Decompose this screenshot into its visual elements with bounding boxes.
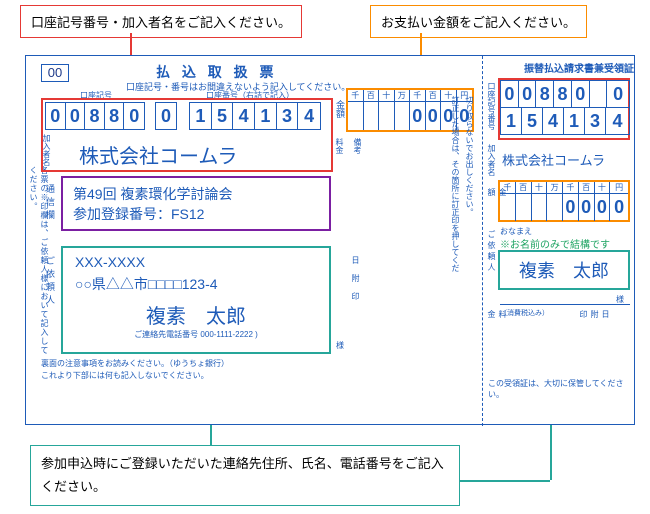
acct-l-0: 0 [46, 103, 66, 129]
r-hifu: 日附印 [578, 310, 611, 324]
tel: 000-1111-2222 [200, 330, 253, 339]
sama-lbl: 様 [336, 340, 344, 351]
rau-3: 万 [547, 182, 563, 193]
rad-4: 0 [563, 194, 579, 221]
r-payee-lbl: 加入者名 [486, 144, 497, 182]
rau-7: 円 [610, 182, 628, 193]
rad-5: 0 [579, 194, 595, 221]
cut-note2: 訂正した場合は、その箇所に訂正印を押してくだ [450, 96, 461, 296]
rad-1 [516, 194, 532, 221]
rad-0 [500, 194, 516, 221]
rt-1: 0 [519, 81, 537, 107]
acct-r-1: 5 [212, 103, 234, 129]
acct-m-0: 0 [156, 103, 176, 129]
fee-lbl: 料金 [334, 138, 345, 154]
rau-2: 十 [532, 182, 548, 193]
rt-3: 8 [554, 81, 572, 107]
form-title: 払 込 取 扱 票 [156, 62, 278, 82]
rad-3 [547, 194, 563, 221]
rau-5: 百 [579, 182, 595, 193]
r-fee-line [500, 304, 630, 305]
r-sender-hl: 複素 太郎 [498, 250, 630, 290]
reg-no: FS12 [171, 206, 204, 222]
rb-2: 4 [543, 108, 564, 134]
ad-3 [395, 102, 411, 130]
rt-2: 8 [536, 81, 554, 107]
sender-col-lbl: ご依頼人 [44, 256, 57, 314]
payee-name: 株式会社コームラ [79, 140, 237, 169]
r-sender-lbl: ご依頼人 [486, 230, 497, 278]
r-sender-name: 複素 太郎 [519, 257, 609, 283]
rau-6: 十 [595, 182, 611, 193]
connector-teal-h [460, 480, 550, 482]
note-lbl: 備考 [352, 138, 363, 154]
ad-5: 0 [426, 102, 442, 130]
acct-r-4: 3 [277, 103, 299, 129]
acct-l-2: 8 [85, 103, 105, 129]
footer2: これより下部には何も記入しないでください。 [41, 370, 209, 381]
rau-0: 千 [500, 182, 516, 193]
form-slip: 各票の※印欄は、ご依頼人様において記入してください。 00 払 込 取 扱 票 … [25, 55, 635, 425]
callout-acct: 口座記号番号・加入者名をご記入ください。 [20, 5, 302, 38]
acct-highlight: 0 0 8 8 0 0 1 5 4 1 3 4 株式会社コームラ [41, 98, 333, 172]
au-2: 十 [379, 90, 395, 101]
acct-r-2: 4 [233, 103, 255, 129]
r-payee: 株式会社コームラ [502, 150, 605, 169]
reg-lbl: 参加登録番号： [73, 206, 171, 222]
au-4: 千 [410, 90, 426, 101]
rb-1: 5 [522, 108, 543, 134]
rt-6: 0 [607, 81, 629, 107]
footer1: 裏面の注意事項をお読みください。（ゆうちょ銀行） [41, 358, 229, 369]
acct-l-3: 8 [105, 103, 125, 129]
rt-5 [590, 81, 608, 107]
rt-0: 0 [501, 81, 519, 107]
comm-col-lbl: 通信欄 [44, 184, 57, 229]
right-panel: 振替払込請求書兼受領証 口座記号番号 0 0 8 8 0 0 1 5 4 1 3… [488, 60, 634, 75]
rb-4: 3 [585, 108, 606, 134]
postal: XXX-XXXX [75, 254, 317, 270]
rad-7: 0 [610, 194, 628, 221]
rau-1: 百 [516, 182, 532, 193]
callout-sender: 参加申込時にご登録いただいた連絡先住所、氏名、電話番号をご記入ください。 [30, 445, 460, 506]
acct-r-0: 1 [190, 103, 212, 129]
callout-amount: お支払い金額をご記入ください。 [370, 5, 587, 38]
r-footer: この受領証は、大切に保管してください。 [488, 378, 634, 400]
ad-0 [348, 102, 364, 130]
corner-code: 00 [41, 64, 69, 82]
au-3: 万 [395, 90, 411, 101]
event-name: 第49回 複素環化学討論会 [73, 184, 319, 204]
payee-lbl: 加入者名 [41, 134, 52, 166]
r-acct-lbl: 口座記号番号 [486, 82, 497, 137]
cut-note: 切り取らないでお出しください。 [464, 96, 475, 236]
rt-4: 0 [572, 81, 590, 107]
au-1: 百 [364, 90, 380, 101]
right-title: 振替払込請求書兼受領証 [488, 60, 634, 75]
rau-4: 千 [563, 182, 579, 193]
r-tax: （消費税込み） [500, 308, 549, 318]
cut-line [482, 56, 483, 426]
au-5: 百 [426, 90, 442, 101]
sender-highlight: XXX-XXXX ○○県△△市□□□□123-4 複素 太郎 ご連絡先電話番号 … [61, 246, 331, 354]
rad-2 [532, 194, 548, 221]
acct-l-4: 0 [124, 103, 144, 129]
ad-2 [379, 102, 395, 130]
acct-r-3: 1 [255, 103, 277, 129]
comm-highlight: 第49回 複素環化学討論会 参加登録番号：FS12 [61, 176, 331, 231]
acct-l-1: 0 [66, 103, 86, 129]
hi-lbl: 日附印 [350, 256, 361, 310]
au-0: 千 [348, 90, 364, 101]
address: ○○県△△市□□□□123-4 [75, 274, 317, 294]
rb-5: 4 [606, 108, 629, 134]
rb-0: 1 [501, 108, 522, 134]
acct-r-5: 4 [298, 103, 320, 129]
sender-name: 複素 太郎 [75, 300, 317, 329]
tel-lbl: ご連絡先電話番号 [134, 330, 198, 339]
r-name-only: ※お名前のみで結構です [500, 236, 610, 251]
rad-6: 0 [595, 194, 611, 221]
ad-4: 0 [410, 102, 426, 130]
r-acct-hl: 0 0 8 8 0 0 1 5 4 1 3 4 [498, 78, 630, 140]
rb-3: 1 [564, 108, 585, 134]
ad-1 [364, 102, 380, 130]
r-amt-hl: 千 百 十 万 千 百 十 円 0 0 0 0 [498, 180, 630, 222]
